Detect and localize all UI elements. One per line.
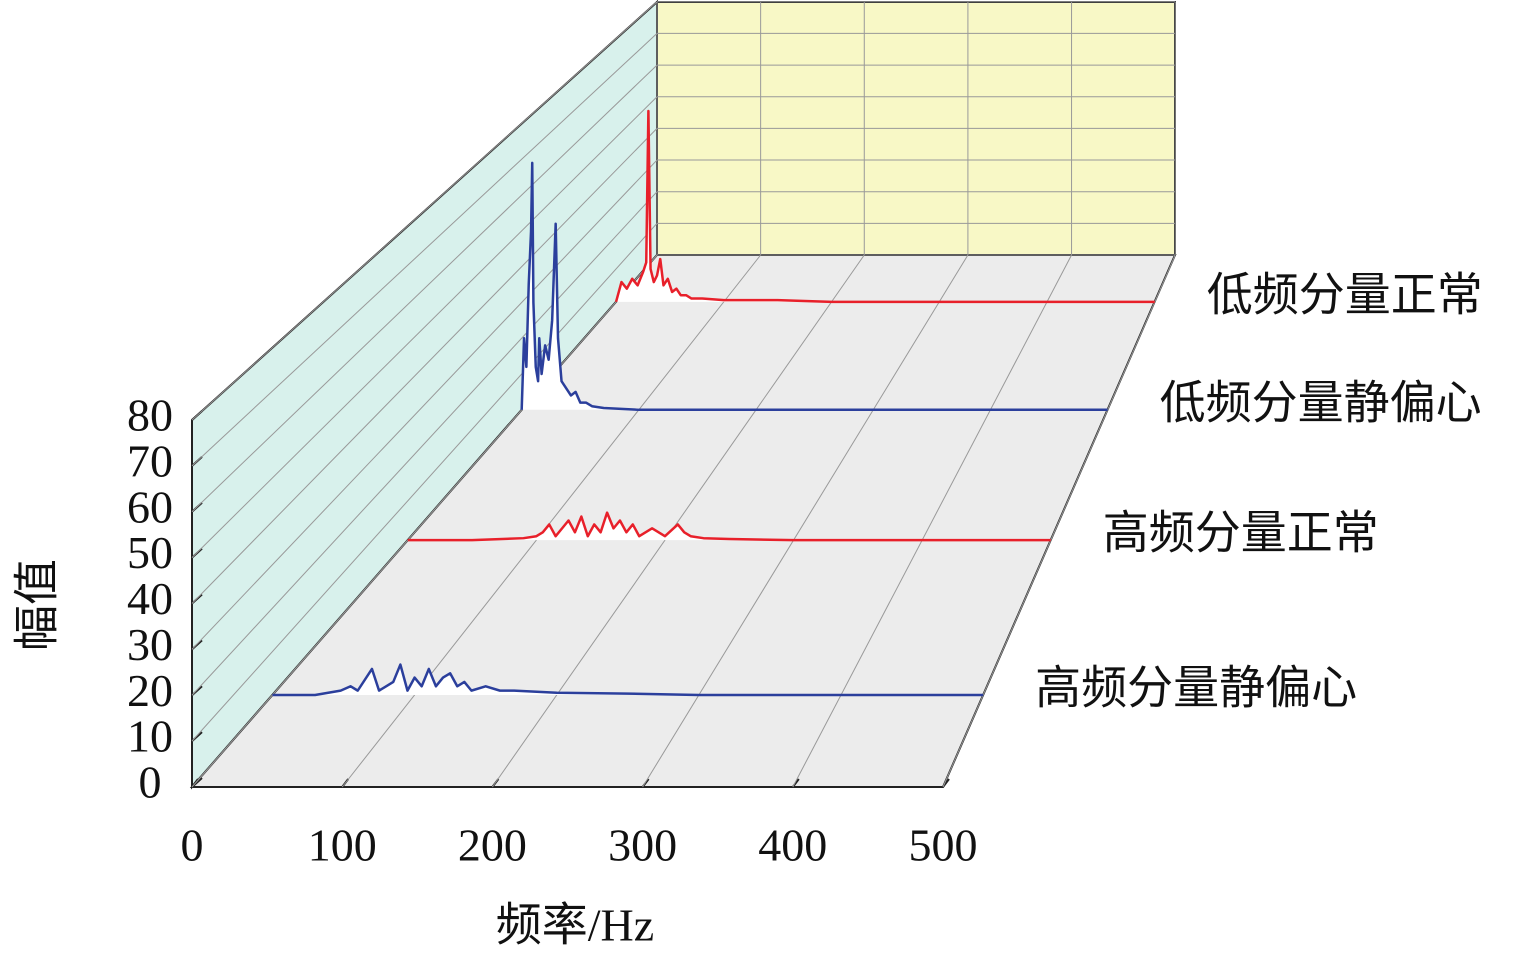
x-tick-label: 500 <box>909 820 978 871</box>
series-line <box>614 109 1155 304</box>
grid-line <box>191 223 658 742</box>
y-tick-label: 30 <box>127 619 173 670</box>
y-tick-label: 10 <box>127 711 173 762</box>
grid-line <box>191 128 658 604</box>
series-backdrop <box>272 664 984 695</box>
grid-line <box>191 1 658 421</box>
x-tick-label: 300 <box>608 820 677 871</box>
grid-line <box>191 33 658 467</box>
grid-line <box>191 159 658 650</box>
series-backdrop <box>407 512 1051 541</box>
x-tick-label: 0 <box>181 820 204 871</box>
grid-line <box>491 254 865 788</box>
series-line <box>272 663 984 697</box>
series-line <box>407 511 1051 542</box>
y-tick-label: 20 <box>127 665 173 716</box>
grid-line <box>191 64 658 513</box>
series-label: 低频分量静偏心 <box>1160 377 1482 428</box>
y-tick-label: 40 <box>127 573 173 624</box>
grid-line <box>642 254 969 788</box>
x-tick-label: 100 <box>308 820 377 871</box>
grid-line <box>792 254 1072 788</box>
grid-line <box>341 254 762 788</box>
series-label: 低频分量正常 <box>1207 269 1483 320</box>
y-axis-title: 幅值 <box>12 559 63 651</box>
series-label: 高频分量正常 <box>1103 508 1379 559</box>
x-axis-title: 频率/Hz <box>496 900 654 951</box>
grid-line <box>191 96 658 558</box>
x-tick-label: 400 <box>758 820 827 871</box>
y-tick-label: 60 <box>127 481 173 532</box>
y-tick-label: 80 <box>127 390 173 441</box>
y-tick-label: 50 <box>127 527 173 578</box>
series-label: 高频分量静偏心 <box>1035 663 1357 714</box>
grid-line <box>191 254 658 788</box>
series-line <box>520 161 1108 412</box>
y-tick-label: 0 <box>139 757 162 808</box>
y-tick-label: 70 <box>127 435 173 486</box>
grid-line <box>942 254 1176 788</box>
x-tick-label: 200 <box>458 820 527 871</box>
grid-line <box>191 191 658 696</box>
